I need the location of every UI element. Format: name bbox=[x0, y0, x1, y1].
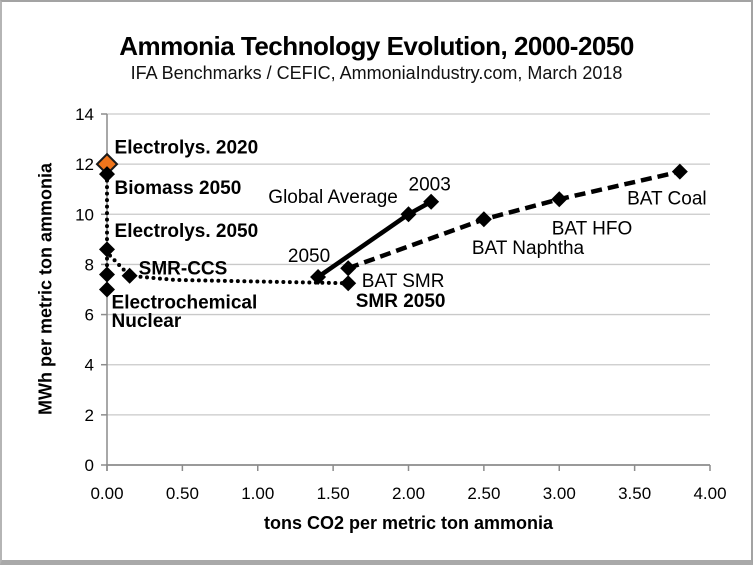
x-tick-label: 0.00 bbox=[90, 484, 123, 503]
data-point-electrochemical bbox=[99, 266, 115, 283]
label-bat-smr: BAT SMR bbox=[362, 271, 445, 292]
y-tick-label: 4 bbox=[85, 356, 94, 375]
label-electrolys-2050: Electrolys. 2050 bbox=[115, 221, 259, 242]
data-point-smr-ccs bbox=[121, 267, 138, 284]
y-tick-label: 0 bbox=[85, 456, 94, 475]
data-point-bat-smr bbox=[340, 260, 357, 277]
data-point-bat-naphtha bbox=[475, 211, 492, 228]
label-electrolys-2020: Electrolys. 2020 bbox=[115, 138, 259, 159]
label-bat-hfo: BAT HFO bbox=[552, 218, 633, 239]
label-smr-ccs: SMR-CCS bbox=[139, 258, 228, 279]
x-tick-label: 4.00 bbox=[693, 484, 726, 503]
y-tick-label: 14 bbox=[75, 105, 94, 124]
data-point-electrolys-2050 bbox=[99, 241, 115, 258]
series-smr-pathway-line bbox=[108, 253, 351, 286]
y-tick-label: 8 bbox=[85, 255, 94, 274]
data-point-2003 bbox=[423, 193, 440, 210]
x-tick-label: 0.50 bbox=[166, 484, 199, 503]
label-global-average: Global Average bbox=[268, 187, 398, 208]
x-axis-title: tons CO2 per metric ton ammonia bbox=[263, 513, 554, 533]
x-tick-label: 3.00 bbox=[543, 484, 576, 503]
x-tick-label: 1.50 bbox=[317, 484, 350, 503]
data-point-2050 bbox=[310, 268, 327, 285]
x-tick-label: 2.50 bbox=[467, 484, 500, 503]
label-bat-naphtha: BAT Naphtha bbox=[472, 238, 585, 259]
y-tick-label: 10 bbox=[75, 205, 94, 224]
label-biomass-2050: Biomass 2050 bbox=[115, 178, 242, 199]
y-axis-title: MWh per metric ton ammonia bbox=[35, 162, 56, 416]
data-point-bat-hfo bbox=[551, 191, 568, 208]
label-bat-coal: BAT Coal bbox=[627, 188, 707, 209]
x-tick-label: 2.00 bbox=[392, 484, 425, 503]
x-tick-label: 3.50 bbox=[618, 484, 651, 503]
data-point-biomass-2050 bbox=[99, 166, 115, 183]
x-tick-label: 1.00 bbox=[241, 484, 274, 503]
label-smr-2050: SMR 2050 bbox=[356, 291, 446, 312]
chart-title: Ammonia Technology Evolution, 2000-2050 bbox=[119, 31, 634, 61]
label-nuclear: Nuclear bbox=[112, 311, 182, 332]
label-2050: 2050 bbox=[288, 246, 330, 267]
label-electrochemical: Electrochemical bbox=[112, 292, 258, 313]
y-tick-label: 12 bbox=[75, 155, 94, 174]
data-point-bat-coal bbox=[671, 163, 688, 180]
series-bat-fossil-benchmarks-line bbox=[347, 169, 681, 271]
y-tick-label: 2 bbox=[85, 406, 94, 425]
data-point-smr-2050 bbox=[340, 275, 357, 292]
data-point-global-average bbox=[400, 206, 417, 223]
y-tick-label: 6 bbox=[85, 306, 94, 325]
chart-subtitle: IFA Benchmarks / CEFIC, AmmoniaIndustry.… bbox=[130, 63, 623, 83]
data-point-nuclear bbox=[99, 281, 115, 298]
label-2003: 2003 bbox=[409, 174, 451, 195]
